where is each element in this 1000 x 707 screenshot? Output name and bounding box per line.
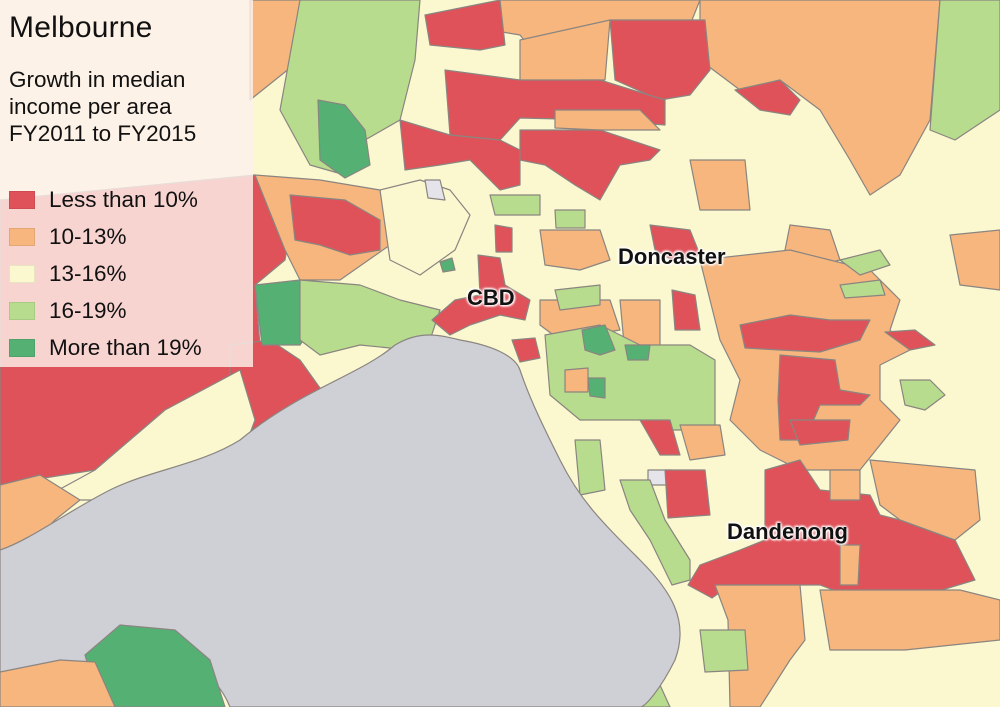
legend-swatch	[9, 338, 35, 357]
map-title: Melbourne	[9, 11, 153, 44]
subtitle-line: income per area	[9, 94, 172, 119]
legend-swatch	[9, 227, 35, 246]
legend-label: 13-16%	[49, 260, 127, 286]
subtitle-line: Growth in median	[9, 67, 186, 92]
place-label-doncaster: Doncaster	[618, 244, 726, 269]
map-subtitle: Growth in median income per area FY2011 …	[9, 66, 254, 147]
legend-swatch	[9, 190, 35, 209]
legend-item-10-13: 10-13%	[9, 218, 202, 255]
legend: Less than 10% 10-13% 13-16% 16-19% More …	[9, 181, 202, 366]
legend-item-16-19: 16-19%	[9, 292, 202, 329]
legend-label: 16-19%	[49, 297, 127, 323]
legend-label: More than 19%	[49, 334, 202, 360]
subtitle-line: FY2011 to FY2015	[9, 121, 197, 146]
legend-item-less-than-10: Less than 10%	[9, 181, 202, 218]
legend-item-more-than-19: More than 19%	[9, 329, 202, 366]
place-label-dandenong: Dandenong	[727, 519, 848, 544]
legend-item-13-16: 13-16%	[9, 255, 202, 292]
place-label-cbd: CBD	[467, 285, 515, 310]
legend-panel: Melbourne Growth in median income per ar…	[0, 0, 253, 367]
legend-label: 10-13%	[49, 223, 127, 249]
legend-swatch	[9, 264, 35, 283]
legend-swatch	[9, 301, 35, 320]
legend-label: Less than 10%	[49, 186, 198, 212]
